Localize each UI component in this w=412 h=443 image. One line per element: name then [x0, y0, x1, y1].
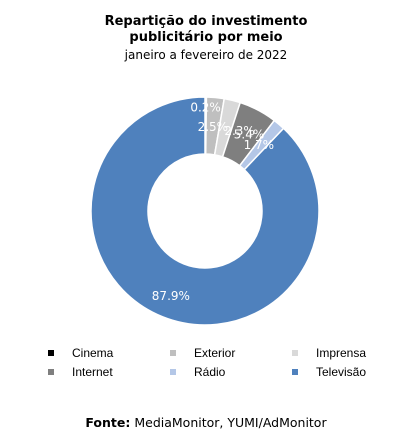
chart-title-line2: publicitário por meio [129, 30, 283, 45]
source-note: Fonte: MediaMonitor, YUMI/AdMonitor [0, 415, 412, 430]
legend-item-rádio: Rádio [170, 364, 225, 380]
legend-label: Internet [72, 365, 113, 379]
data-label-cinema: 0.2% [190, 101, 221, 115]
legend-label: Imprensa [316, 346, 367, 360]
data-label-imprensa: 2.3% [224, 124, 255, 138]
source-text: MediaMonitor, YUMI/AdMonitor [134, 415, 327, 430]
legend-swatch [292, 350, 298, 356]
data-label-exterior: 2.5% [198, 120, 229, 134]
legend-label: Rádio [194, 365, 226, 379]
slice-televisão [90, 96, 320, 326]
legend-swatch [48, 350, 54, 356]
data-label-rádio: 1.7% [244, 138, 275, 152]
chart-subtitle: janeiro a fevereiro de 2022 [124, 48, 288, 62]
legend-label: Televisão [316, 365, 367, 379]
legend-label: Exterior [194, 346, 236, 360]
legend-swatch [292, 369, 298, 375]
legend-swatch [170, 369, 176, 375]
legend-label: Cinema [72, 346, 114, 360]
source-label: Fonte: [85, 415, 131, 430]
data-label-televisão: 87.9% [152, 289, 190, 303]
legend-swatch [48, 369, 54, 375]
data-label-internet: 5.4% [234, 127, 265, 141]
legend-item-internet: Internet [48, 364, 113, 380]
legend-item-cinema: Cinema [48, 345, 113, 361]
legend-item-exterior: Exterior [170, 345, 235, 361]
chart-title-line1: Repartição do investimento [104, 14, 308, 29]
legend-item-imprensa: Imprensa [292, 345, 366, 361]
legend-item-televisão: Televisão [292, 364, 366, 380]
legend-swatch [170, 350, 176, 356]
